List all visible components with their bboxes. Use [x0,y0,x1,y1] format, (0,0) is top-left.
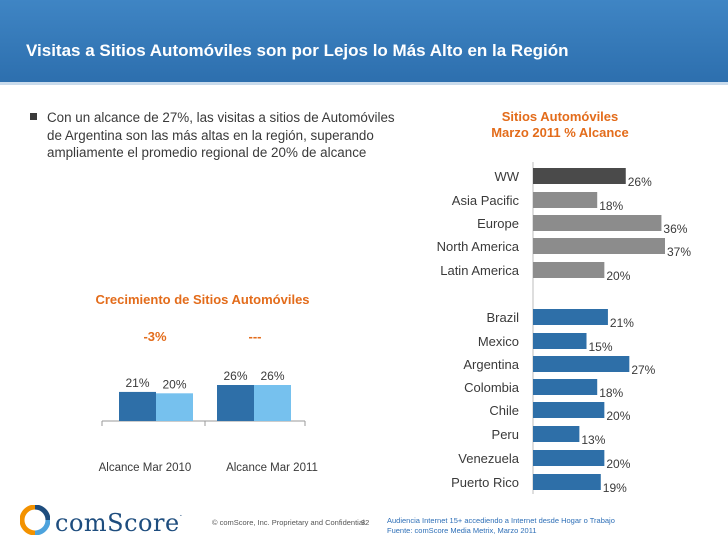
source-line-1: Audiencia Internet 15+ accediendo a Inte… [387,516,615,525]
value-label-puerto-rico: 19% [603,481,627,495]
bar-colombia [533,379,598,395]
header-divider [0,82,728,85]
bullet-text: Con un alcance de 27%, las visitas a sit… [47,110,395,160]
value-label-argentina: 27% [631,363,655,377]
bar-argentina-alcance-mar-2011 [217,385,254,421]
value-label-peru: 13% [581,433,605,447]
value-label-argentina-alcance-mar-2010: 21% [125,376,149,390]
value-label-asia-pacific: 18% [599,199,623,213]
category-label-argentina: Argentina [463,357,519,372]
category-label-alcance-mar-2010: Alcance Mar 2010 [99,462,192,474]
bar-argentina [533,356,630,372]
bar-latin-america [533,262,605,278]
bar-europe [533,215,662,231]
category-label-brazil: Brazil [486,310,519,325]
bar-ww [533,168,626,184]
value-label-europe: 36% [663,222,687,236]
comscore-logo-text: comScore. [55,509,183,537]
header-bar [0,0,728,82]
category-label-mexico: Mexico [478,334,519,349]
source-note: Audiencia Internet 15+ accediendo a Inte… [387,516,615,536]
category-label-venezuela: Venezuela [458,451,519,466]
value-label-latin-america: 20% [606,269,630,283]
value-label-argentina-alcance-mar-2011: 26% [223,369,247,383]
bar-north-america [533,238,665,254]
comscore-logo-icon [20,505,50,535]
category-label-puerto-rico: Puerto Rico [451,475,519,490]
bar-latin-america-alcance-mar-2011 [254,385,291,421]
category-label-peru: Peru [492,427,519,442]
category-label-latin-america: Latin America [440,263,520,278]
bar-puerto-rico [533,474,601,490]
value-label-mexico: 15% [589,340,613,354]
growth-label-2011: --- [248,329,262,344]
category-label-north-america: North America [437,239,520,254]
category-label-chile: Chile [489,403,519,418]
bar-mexico [533,333,587,349]
bar-peru [533,426,580,442]
bar-venezuela [533,450,605,466]
right-chart-subtitle: Marzo 2011 % Alcance [491,125,629,140]
value-label-latin-america-alcance-mar-2010: 20% [162,377,186,391]
bar-asia-pacific [533,192,598,208]
bar-chile [533,402,605,418]
value-label-venezuela: 20% [606,457,630,471]
value-label-ww: 26% [628,175,652,189]
category-label-asia-pacific: Asia Pacific [452,193,520,208]
bar-latin-america-alcance-mar-2010 [156,393,193,421]
source-line-2: Fuente: comScore Media Metrix, Marzo 201… [387,526,537,535]
value-label-colombia: 18% [599,386,623,400]
growth-label-2010: -3% [143,329,167,344]
bar-argentina-alcance-mar-2010 [119,391,156,421]
value-label-brazil: 21% [610,316,634,330]
right-chart-title: Sitios Automóviles [501,109,619,124]
page-title: Visitas a Sitios Automóviles son por Lej… [26,41,569,60]
value-label-chile: 20% [606,409,630,423]
bullet-marker [30,113,37,120]
page-number: 32 [361,518,370,527]
category-label-alcance-mar-2011: Alcance Mar 2011 [226,462,318,474]
left-chart-title: Crecimiento de Sitios Automóviles [95,292,310,307]
category-label-ww: WW [494,169,519,184]
copyright-text: © comScore, Inc. Proprietary and Confide… [212,518,367,527]
category-label-europe: Europe [477,216,519,231]
category-label-colombia: Colombia [464,380,520,395]
value-label-north-america: 37% [667,245,691,259]
bar-brazil [533,309,608,325]
value-label-latin-america-alcance-mar-2011: 26% [260,369,284,383]
